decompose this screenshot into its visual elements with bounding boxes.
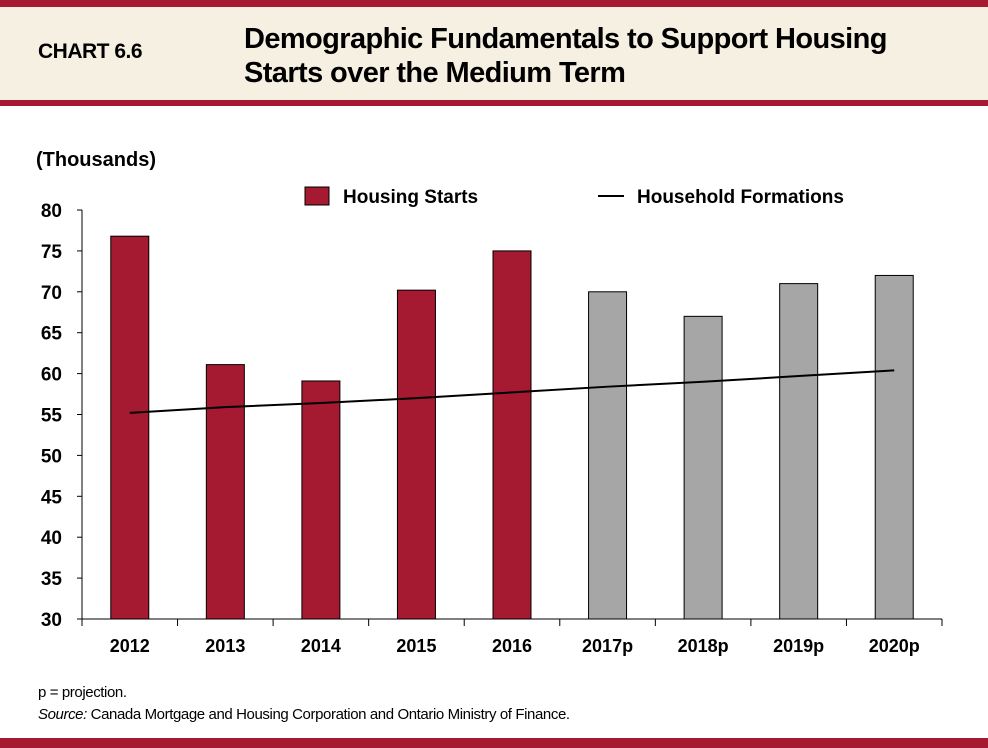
- x-tick-label: 2013: [205, 636, 245, 656]
- bar-2014: [301, 380, 341, 620]
- x-tick-label: 2018p: [678, 636, 729, 656]
- household-formations-line: [129, 369, 895, 414]
- legend-label-household-formations: Household Formations: [637, 187, 844, 208]
- y-tick-label: 40: [41, 528, 62, 549]
- source-label: Source:: [38, 706, 87, 723]
- y-axis-label: (Thousands): [36, 149, 156, 171]
- bar-2012: [110, 235, 150, 620]
- legend-label-housing-starts: Housing Starts: [343, 187, 478, 208]
- legend-swatch-housing-starts: [304, 186, 330, 206]
- bar-2019p: [779, 283, 819, 620]
- y-tick-label: 75: [41, 242, 63, 263]
- x-tick-label: 2020p: [869, 636, 920, 656]
- source-text: Canada Mortgage and Housing Corporation …: [86, 706, 570, 723]
- chart-number: CHART 6.6: [38, 40, 143, 63]
- bar-2015: [396, 289, 436, 620]
- x-tick-label: 2016: [492, 636, 532, 656]
- bottom-band: [0, 738, 988, 748]
- bar-2020p: [874, 274, 914, 620]
- chart-title: Demographic Fundamentals to Support Hous…: [244, 23, 887, 89]
- y-tick-label: 80: [41, 201, 62, 222]
- bar-2013: [205, 364, 245, 620]
- x-tick-label: 2012: [110, 636, 150, 656]
- header: [0, 7, 988, 100]
- x-tick-label: 2015: [396, 636, 436, 656]
- bar-2017p: [588, 291, 628, 620]
- y-tick-label: 65: [41, 324, 63, 345]
- bar-2018p: [683, 315, 723, 620]
- source-note: Source: Canada Mortgage and Housing Corp…: [38, 704, 570, 726]
- legend: Housing Starts Household Formations: [304, 186, 844, 208]
- x-tick-label: 2014: [301, 636, 341, 656]
- top-band: [0, 0, 988, 7]
- header-band: [0, 100, 988, 106]
- x-tick-label: 2019p: [773, 636, 824, 656]
- notes: p = projection. Source: Canada Mortgage …: [38, 682, 570, 726]
- y-tick-label: 70: [41, 283, 62, 304]
- y-tick-label: 50: [41, 446, 62, 467]
- bar-2016: [492, 250, 532, 620]
- y-tick-label: 60: [41, 365, 62, 386]
- y-tick-label: 35: [41, 569, 63, 590]
- y-tick-label: 30: [41, 610, 62, 631]
- x-tick-label: 2017p: [582, 636, 633, 656]
- y-tick-label: 45: [41, 487, 63, 508]
- projection-note: p = projection.: [38, 684, 127, 701]
- y-tick-label: 55: [41, 406, 63, 427]
